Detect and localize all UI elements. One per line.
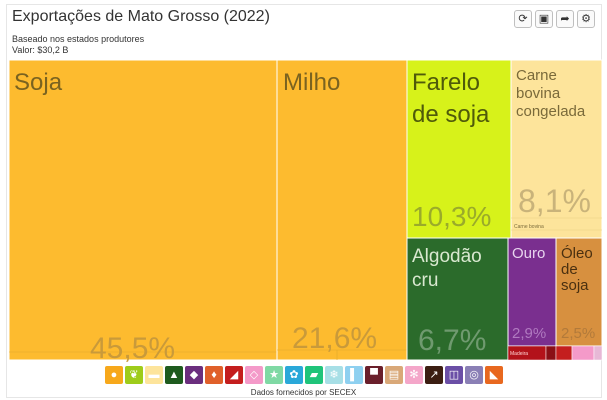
chart-frame [6, 4, 602, 398]
share-button[interactable]: ➦ [556, 10, 574, 28]
footwear-icon[interactable]: ❄ [325, 366, 343, 384]
animal-hides-icon[interactable]: ◇ [245, 366, 263, 384]
transportation-icon[interactable]: ↗ [425, 366, 443, 384]
refresh-icon: ⟳ [518, 12, 528, 25]
plastics-rubbers-icon[interactable]: ◢ [225, 366, 243, 384]
settings-icon: ⚙ [581, 12, 591, 25]
category-legend: ● ❦ ▬ ▲ ◆ ♦ ◢ ◇ ★ ✿ ▰ ❄ ▌ ▀ ▤ ✻ ↗ ◫ ◎ ◣ [0, 366, 607, 386]
miscellaneous-icon[interactable]: ◣ [485, 366, 503, 384]
chart-title: Exportações de Mato Grosso (2022) [12, 8, 270, 25]
refresh-button[interactable]: ⟳ [514, 10, 532, 28]
chemical-products-icon[interactable]: ♦ [205, 366, 223, 384]
machines-icon[interactable]: ✻ [405, 366, 423, 384]
weapons-icon[interactable]: ◎ [465, 366, 483, 384]
save-icon: ▣ [538, 12, 550, 25]
total-value: Valor: $30,2 B [12, 45, 69, 55]
toolbar: ⟳ ▣ ➦ ⚙ [514, 10, 595, 28]
textiles-icon[interactable]: ▰ [305, 366, 323, 384]
share-icon: ➦ [560, 12, 570, 25]
foodstuffs-icon[interactable]: ▲ [165, 366, 183, 384]
precious-metals-icon[interactable]: ▀ [365, 366, 383, 384]
mineral-products-icon[interactable]: ◆ [185, 366, 203, 384]
chart-subtitle: Baseado nos estados produtores [12, 34, 145, 44]
settings-button[interactable]: ⚙ [577, 10, 595, 28]
animal-fats-icon[interactable]: ▬ [145, 366, 163, 384]
wood-products-icon[interactable]: ★ [265, 366, 283, 384]
data-credit: Dados fornecidos por SECEX [250, 388, 357, 397]
vegetable-products-icon[interactable]: ❦ [125, 366, 143, 384]
animal-products-icon[interactable]: ● [105, 366, 123, 384]
stone-glass-icon[interactable]: ▌ [345, 366, 363, 384]
instruments-icon[interactable]: ◫ [445, 366, 463, 384]
save-button[interactable]: ▣ [535, 10, 553, 28]
metals-icon[interactable]: ▤ [385, 366, 403, 384]
paper-goods-icon[interactable]: ✿ [285, 366, 303, 384]
